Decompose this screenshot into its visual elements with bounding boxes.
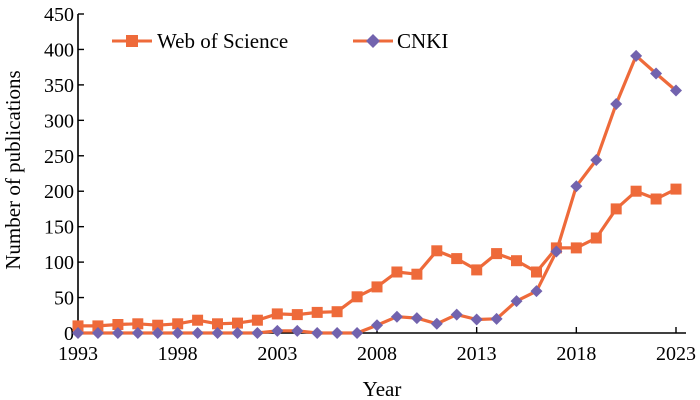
y-tick-label: 150 [44,217,74,239]
data-point-web-of-science [212,318,223,330]
legend-cnki-label: CNKI [397,29,448,53]
data-point-cnki [211,327,224,339]
x-tick-label: 1998 [158,343,198,365]
legend-web-of-science-marker [126,35,138,47]
data-point-cnki [450,308,463,321]
data-point-cnki [570,180,583,193]
legend-cnki-marker [366,34,380,48]
y-tick-label: 450 [44,4,74,26]
data-point-cnki [131,327,144,339]
data-point-web-of-science [391,266,403,278]
legend-web-of-science-label: Web of Science [157,29,288,53]
data-point-cnki [650,67,663,80]
data-point-web-of-science [271,308,283,320]
data-point-web-of-science [650,193,662,205]
data-point-cnki [371,319,383,332]
data-point-cnki [251,327,264,339]
data-point-web-of-science [471,264,483,276]
y-axis-title: Number of publications [1,70,25,269]
data-point-web-of-science [431,245,443,257]
data-point-web-of-science [411,268,423,280]
data-point-web-of-science [152,319,164,331]
data-point-cnki [311,327,324,339]
data-point-cnki [670,84,682,97]
data-point-cnki [191,327,204,339]
data-point-web-of-science [610,203,622,215]
data-point-cnki [430,317,443,330]
data-point-web-of-science [291,309,303,321]
data-point-cnki [590,154,603,167]
data-point-web-of-science [92,320,104,332]
data-point-web-of-science [132,318,144,330]
data-point-web-of-science [351,291,363,303]
data-point-cnki [151,327,164,339]
data-point-web-of-science [72,320,84,332]
data-point-cnki [390,310,403,323]
data-point-web-of-science [491,248,503,260]
series-markers-web-of-science [72,183,682,332]
y-tick-label: 200 [44,181,74,203]
series-line-web-of-science [78,187,677,328]
y-tick-label: 100 [44,252,74,274]
data-point-cnki [410,312,423,325]
data-point-cnki [291,324,304,337]
data-point-cnki [610,98,623,111]
y-tick-label: 250 [44,146,74,168]
x-ticks: 1993 1998 2003 2008 2013 2018 2023 [58,327,696,365]
data-point-web-of-science [451,253,463,265]
x-tick-label: 2008 [357,343,397,365]
data-point-web-of-science [311,306,323,318]
data-point-cnki [490,312,503,325]
data-point-cnki [111,327,124,339]
x-tick-label: 2003 [257,343,297,365]
data-point-web-of-science [112,319,124,330]
data-point-web-of-science [192,314,204,326]
y-tick-label: 400 [44,39,74,61]
legend: Web of Science CNKI [112,29,448,53]
data-point-cnki [630,49,643,62]
series-layer [72,49,682,339]
data-point-web-of-science [531,266,542,278]
y-tick-label: 350 [44,75,74,97]
x-tick-label: 2023 [656,343,696,365]
x-axis-title: Year [363,377,402,400]
y-tick-label: 0 [64,323,74,345]
data-point-cnki [231,327,244,339]
data-point-web-of-science [371,281,383,293]
y-ticks: 0 50 100 150 200 250 300 350 400 450 [44,4,84,345]
data-point-cnki [331,327,344,339]
data-point-web-of-science [172,318,184,330]
data-point-cnki [550,245,563,258]
data-point-cnki [510,295,523,308]
data-point-cnki [530,285,543,298]
data-point-web-of-science [570,242,582,254]
data-point-cnki [171,327,184,339]
data-point-web-of-science [511,255,522,267]
data-point-web-of-science [590,232,602,244]
data-point-cnki [91,327,104,339]
data-point-web-of-science [670,183,682,195]
data-point-web-of-science [331,306,343,318]
data-point-cnki [351,327,364,339]
data-point-cnki [271,324,284,337]
data-point-web-of-science [630,185,642,197]
data-point-web-of-science [251,314,263,326]
data-point-cnki [72,327,84,339]
data-point-cnki [470,313,483,326]
x-tick-label: 1993 [58,343,98,365]
x-tick-label: 2013 [457,343,497,365]
x-tick-label: 2018 [556,343,596,365]
series-markers-cnki [72,49,682,339]
y-tick-label: 50 [54,288,74,310]
y-tick-label: 300 [44,110,74,132]
data-point-web-of-science [232,317,243,329]
